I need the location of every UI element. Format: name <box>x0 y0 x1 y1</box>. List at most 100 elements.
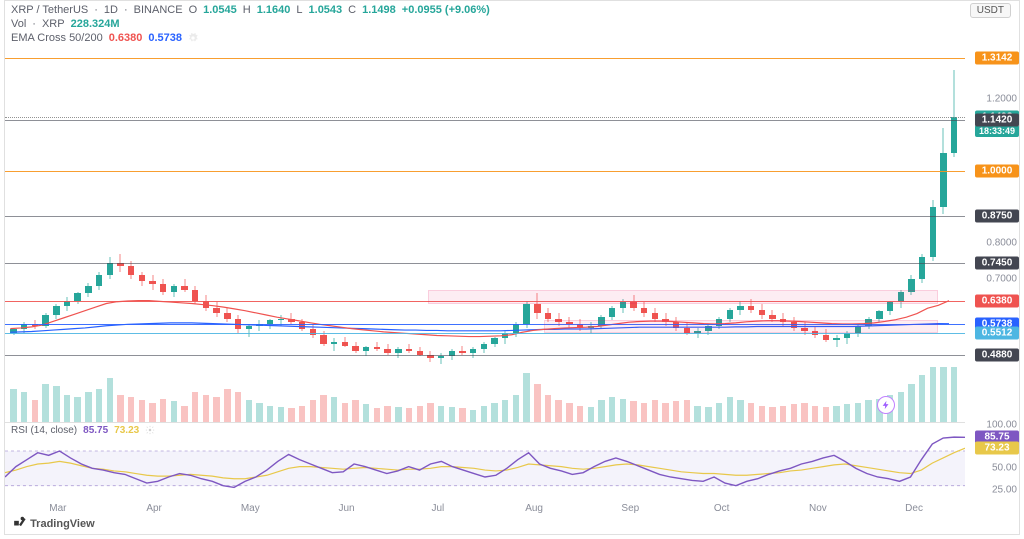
candle <box>267 45 273 423</box>
gear-icon[interactable] <box>188 33 198 43</box>
price-level-badge[interactable]: 0.8750 <box>975 210 1019 223</box>
pair-label[interactable]: XRP / TetherUS <box>11 3 88 17</box>
candle <box>577 45 583 423</box>
exchange-label: BINANCE <box>134 3 183 17</box>
candle <box>737 45 743 423</box>
candle <box>598 45 604 423</box>
rsi-value-badge: 73.23 <box>975 442 1019 455</box>
rsi-axis[interactable]: 25.0050.00100.0085.7573.23 <box>965 425 1019 503</box>
ohlc-c-label: C <box>348 3 356 17</box>
price-level-badge[interactable]: 0.6380 <box>975 295 1019 308</box>
tradingview-logo[interactable]: TradingView <box>13 515 95 530</box>
candle <box>930 45 936 423</box>
price-level-line[interactable] <box>5 117 965 118</box>
candle <box>727 45 733 423</box>
candle <box>780 45 786 423</box>
candle <box>74 45 80 423</box>
price-level-badge[interactable]: 1.1420 <box>975 113 1019 126</box>
price-level-badge[interactable]: 1.0000 <box>975 165 1019 178</box>
ohlc-o-label: O <box>189 3 198 17</box>
price-level-badge[interactable]: 0.4880 <box>975 349 1019 362</box>
month-tick: Aug <box>525 503 543 514</box>
candle <box>662 45 668 423</box>
quote-currency-badge[interactable]: USDT <box>970 3 1011 18</box>
candle <box>96 45 102 423</box>
price-tick: 0.7000 <box>967 274 1017 285</box>
candle <box>278 45 284 423</box>
month-tick: Dec <box>905 503 923 514</box>
candle <box>10 45 16 423</box>
candle <box>940 45 946 423</box>
support-resistance-zone[interactable] <box>544 320 938 333</box>
support-resistance-zone[interactable] <box>428 290 938 304</box>
month-tick: May <box>241 503 260 514</box>
candle <box>919 45 925 423</box>
candle <box>331 45 337 423</box>
candle <box>630 45 636 423</box>
price-level-line[interactable] <box>5 263 965 264</box>
rsi-tick: 50.00 <box>967 463 1017 474</box>
ohlc-c: 1.1498 <box>362 3 396 17</box>
candle <box>213 45 219 423</box>
price-level-line[interactable] <box>5 355 965 356</box>
candle <box>395 45 401 423</box>
price-level-badge[interactable]: 1.3142 <box>975 51 1019 64</box>
price-level-badge[interactable]: 0.5512 <box>975 326 1019 339</box>
candle <box>470 45 476 423</box>
ohlc-l-label: L <box>296 3 302 17</box>
month-tick: Oct <box>714 503 730 514</box>
ohlc-h: 1.1640 <box>257 3 291 17</box>
candle <box>566 45 572 423</box>
candle <box>801 45 807 423</box>
ema-indicator-label[interactable]: EMA Cross 50/200 <box>11 31 103 45</box>
month-tick: Sep <box>621 503 639 514</box>
candle <box>128 45 134 423</box>
candle <box>844 45 850 423</box>
candle <box>139 45 145 423</box>
candle <box>716 45 722 423</box>
timeframe-label[interactable]: 1D <box>104 3 118 17</box>
price-level-line[interactable] <box>5 120 965 121</box>
chart-container: XRP / TetherUS · 1D · BINANCE O1.0545 H1… <box>4 0 1020 535</box>
candle <box>609 45 615 423</box>
rsi-pane[interactable] <box>5 425 965 503</box>
price-level-badge[interactable]: 0.7450 <box>975 256 1019 269</box>
candle <box>876 45 882 423</box>
candle <box>694 45 700 423</box>
candle <box>427 45 433 423</box>
candle <box>107 45 113 423</box>
candle <box>769 45 775 423</box>
countdown-badge: 18:33:49 <box>975 125 1019 137</box>
month-tick: Jun <box>338 503 354 514</box>
price-axis[interactable]: 0.56000.63000.70000.80001.20001.31421.14… <box>965 45 1019 423</box>
time-axis[interactable]: MarAprMayJunJulAugSepOctNovDec <box>5 498 965 514</box>
ohlc-l: 1.0543 <box>309 3 343 17</box>
rsi-band <box>5 451 965 486</box>
candle <box>588 45 594 423</box>
ema200-value: 0.5738 <box>148 31 182 45</box>
ema50-value: 0.6380 <box>109 31 143 45</box>
candle <box>246 45 252 423</box>
candle <box>374 45 380 423</box>
candle <box>459 45 465 423</box>
volume-unit: XRP <box>42 17 65 31</box>
candle <box>865 45 871 423</box>
candle <box>502 45 508 423</box>
candle <box>288 45 294 423</box>
alert-icon[interactable] <box>877 396 895 414</box>
price-level-line[interactable] <box>5 216 965 217</box>
candle <box>951 45 957 423</box>
ohlc-change: +0.0955 (+9.06%) <box>402 3 490 17</box>
price-level-line[interactable] <box>5 58 965 59</box>
price-chart-pane[interactable] <box>5 45 965 423</box>
rsi-tick: 100.00 <box>967 420 1017 431</box>
candle <box>652 45 658 423</box>
candle <box>384 45 390 423</box>
price-level-line[interactable] <box>5 171 965 172</box>
ohlc-o: 1.0545 <box>203 3 237 17</box>
candle <box>641 45 647 423</box>
candle <box>42 45 48 423</box>
candle <box>406 45 412 423</box>
candle <box>438 45 444 423</box>
candle <box>192 45 198 423</box>
